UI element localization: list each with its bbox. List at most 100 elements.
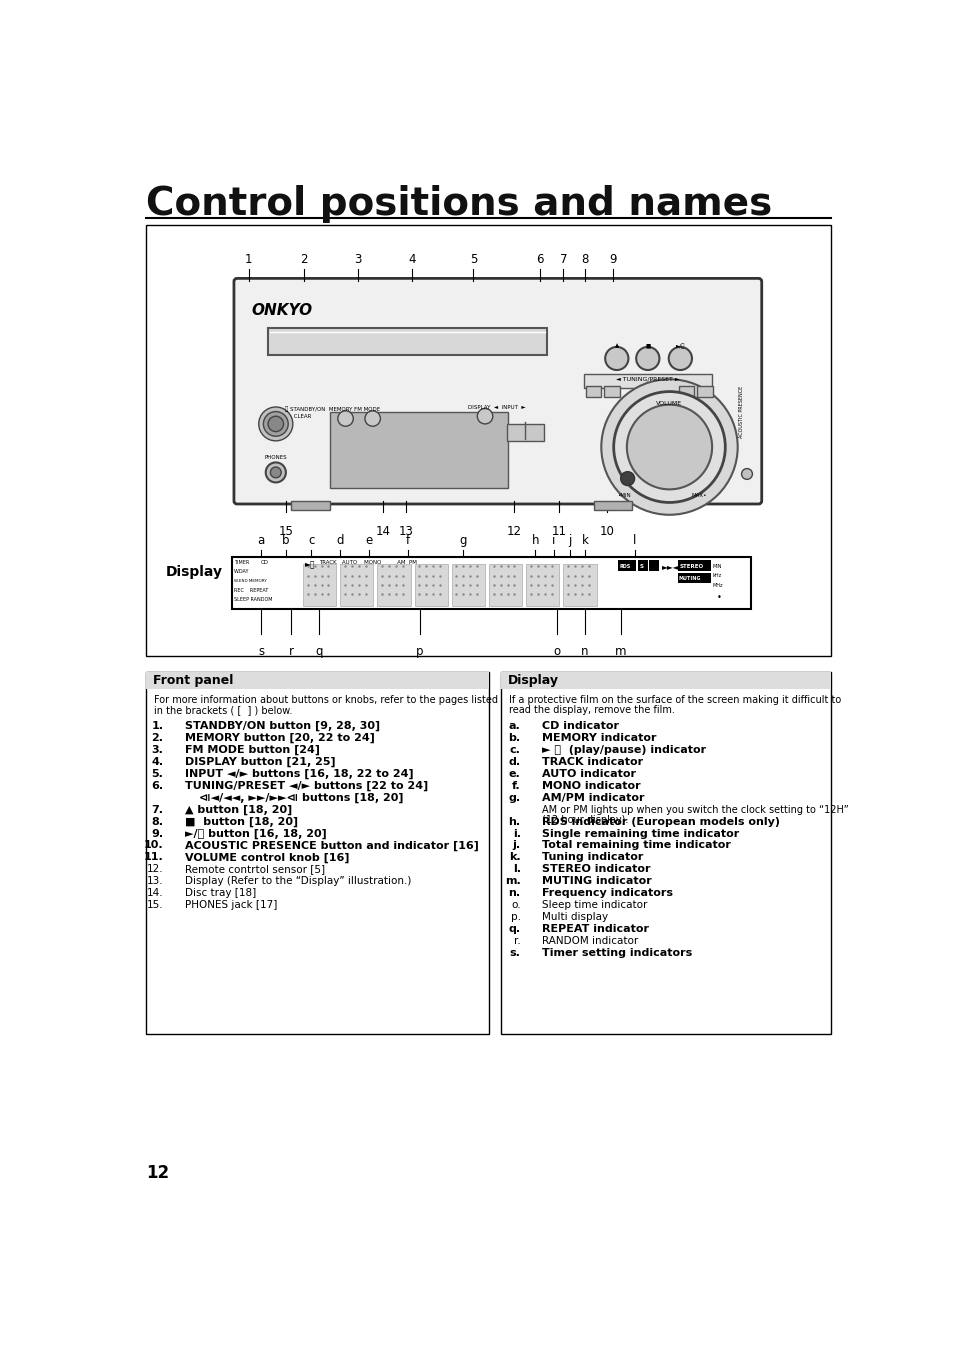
Text: 14: 14 (375, 524, 390, 538)
Circle shape (740, 469, 752, 480)
Circle shape (600, 380, 737, 515)
Text: CD: CD (261, 561, 269, 565)
Text: Remote contrtol sensor [5]: Remote contrtol sensor [5] (185, 865, 325, 874)
Text: Disc tray [18]: Disc tray [18] (185, 888, 256, 898)
Bar (340, 565, 373, 605)
Text: CD indicator: CD indicator (541, 721, 618, 731)
Text: 4.: 4. (152, 757, 163, 767)
Text: 10: 10 (599, 524, 615, 538)
Text: d: d (336, 534, 343, 547)
Text: ►/⏸: ►/⏸ (675, 343, 684, 349)
Text: ■: ■ (644, 343, 650, 349)
Text: g.: g. (508, 793, 520, 802)
Text: 5.: 5. (152, 769, 163, 780)
Text: p.: p. (510, 912, 520, 923)
Text: 12: 12 (506, 524, 521, 538)
Circle shape (668, 347, 691, 370)
Text: 11.: 11. (144, 852, 163, 862)
Bar (146, 671, 488, 1034)
Text: •MIN: •MIN (617, 493, 630, 499)
Bar (377, 565, 410, 605)
Text: h.: h. (508, 816, 520, 827)
Text: MIN: MIN (711, 565, 720, 569)
Text: SLEEP RANDOM: SLEEP RANDOM (233, 597, 273, 603)
Text: 4: 4 (408, 253, 416, 266)
Text: 8: 8 (580, 253, 588, 266)
Bar (678, 573, 710, 584)
Bar (500, 671, 831, 1034)
Text: Timer setting indicators: Timer setting indicators (541, 948, 691, 958)
Text: ► ⏸  (play/pause) indicator: ► ⏸ (play/pause) indicator (541, 744, 705, 755)
Text: DISPLAY button [21, 25]: DISPLAY button [21, 25] (185, 757, 335, 767)
Bar (452, 565, 484, 605)
Text: o: o (553, 644, 560, 658)
Text: TIMER: TIMER (233, 561, 249, 565)
Text: ►⏸: ►⏸ (305, 561, 315, 569)
Text: PHONES: PHONES (265, 455, 287, 461)
Text: e.: e. (508, 769, 520, 780)
Text: For more information about buttons or knobs, refer to the pages listed: For more information about buttons or kn… (154, 694, 497, 705)
Text: If a protective film on the surface of the screen making it difficult to: If a protective film on the surface of t… (509, 694, 841, 705)
Text: Single remaining time indicator: Single remaining time indicator (541, 828, 739, 839)
Text: n: n (580, 644, 588, 658)
Text: 3: 3 (354, 253, 361, 266)
Circle shape (476, 408, 493, 424)
Text: STEREO: STEREO (679, 565, 703, 569)
Text: MAX•: MAX• (691, 493, 706, 499)
Text: p: p (416, 644, 423, 658)
Bar (506, 424, 543, 440)
Text: b: b (282, 534, 290, 547)
Text: REPEAT indicator: REPEAT indicator (541, 924, 648, 934)
Text: FM MODE button [24]: FM MODE button [24] (185, 744, 320, 755)
Circle shape (620, 471, 634, 485)
Text: 10.: 10. (144, 840, 163, 851)
Bar (303, 565, 335, 605)
Bar (146, 226, 831, 657)
Text: CLEAR: CLEAR (285, 413, 311, 419)
Text: DISPLAY  ◄  INPUT  ►: DISPLAY ◄ INPUT ► (468, 405, 525, 411)
Text: q: q (315, 644, 323, 658)
Bar (291, 501, 330, 511)
Text: s: s (257, 644, 264, 658)
Bar (415, 565, 447, 605)
Text: MHz: MHz (711, 582, 722, 588)
Text: f: f (406, 534, 410, 547)
Bar (617, 561, 636, 571)
Bar (697, 386, 712, 397)
Text: k.: k. (509, 852, 520, 862)
Text: AM or PM lights up when you switch the clock setting to “12H”: AM or PM lights up when you switch the c… (541, 805, 847, 815)
Bar (500, 671, 831, 689)
Circle shape (365, 411, 380, 426)
Bar (583, 374, 711, 388)
Text: (12 hour display).: (12 hour display). (541, 815, 627, 824)
Text: MUTING indicator: MUTING indicator (541, 877, 651, 886)
Text: RDS: RDS (618, 565, 630, 569)
Circle shape (270, 467, 281, 478)
Text: ►►◄: ►►◄ (661, 562, 679, 571)
Text: W.END MEMORY: W.END MEMORY (233, 578, 267, 582)
Bar (330, 412, 508, 488)
Text: 7: 7 (559, 253, 566, 266)
Bar (562, 565, 596, 605)
Circle shape (613, 392, 724, 503)
Text: Sleep time indicator: Sleep time indicator (541, 900, 646, 911)
Text: Display: Display (507, 674, 558, 688)
Text: l: l (632, 534, 636, 547)
Text: AUTO indicator: AUTO indicator (541, 769, 635, 780)
Text: i.: i. (512, 828, 520, 839)
Bar (146, 671, 488, 689)
Bar (585, 386, 600, 397)
Text: VOLUME: VOLUME (656, 401, 681, 405)
Text: RDS indicator (European models only): RDS indicator (European models only) (541, 816, 779, 827)
Bar (649, 561, 659, 571)
Text: c.: c. (509, 744, 520, 755)
Text: h: h (531, 534, 538, 547)
Text: l.: l. (512, 865, 520, 874)
Text: TUNING/PRESET ◄/► buttons [22 to 24]: TUNING/PRESET ◄/► buttons [22 to 24] (185, 781, 428, 792)
Circle shape (337, 411, 353, 426)
Text: 15: 15 (278, 524, 293, 538)
Text: ▲ button [18, 20]: ▲ button [18, 20] (185, 805, 292, 815)
Text: Frequency indicators: Frequency indicators (541, 888, 672, 898)
Text: 9: 9 (609, 253, 616, 266)
Text: 2: 2 (299, 253, 307, 266)
